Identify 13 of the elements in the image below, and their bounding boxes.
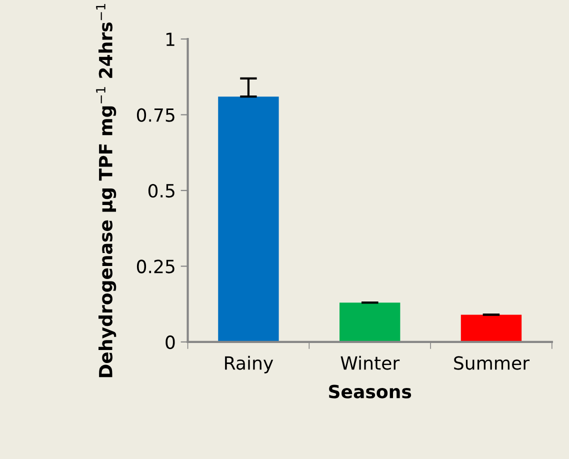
y-axis-title: Dehydrogenase µg TPF mg$^{−1}$ 24hrs$^{−1}$ — [96, 4, 116, 378]
y-tick-label: 0.5 — [148, 184, 174, 198]
bar — [340, 302, 400, 342]
x-tick-label: Summer — [454, 356, 530, 370]
x-axis-title: Seasons — [329, 384, 412, 398]
y-tick-label: 0 — [166, 335, 175, 350]
x-tick-label: Rainy — [225, 356, 274, 374]
bar — [218, 96, 279, 342]
y-tick-label: 0.25 — [136, 260, 174, 274]
y-tick-label: 0.75 — [136, 108, 174, 122]
x-tick-label: Winter — [340, 356, 400, 370]
bar — [460, 314, 522, 342]
y-tick-label: 1 — [166, 32, 174, 46]
